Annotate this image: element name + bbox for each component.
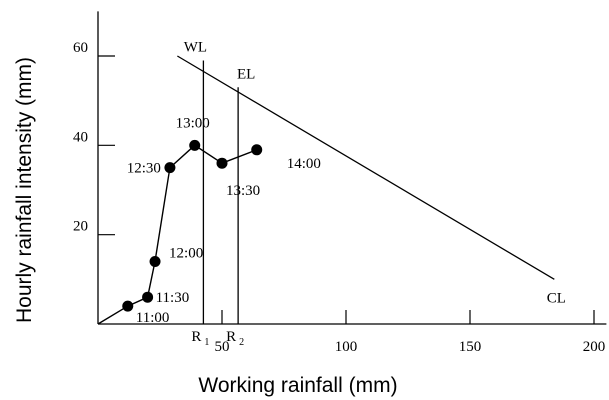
data-point <box>216 157 228 169</box>
data-point <box>142 291 154 303</box>
point-label: 11:00 <box>136 310 170 326</box>
cl-line <box>177 55 555 280</box>
point-label: 14:00 <box>287 156 321 172</box>
point-label: 13:30 <box>226 183 260 199</box>
axes: 50 100 150 200 20 40 60 Working rainfall (mm) Ho… <box>13 11 607 397</box>
r1-label: R <box>191 329 201 345</box>
wl-label: WL <box>184 39 207 55</box>
point-label: 12:00 <box>169 245 203 261</box>
point-label: 13:00 <box>176 115 210 131</box>
data-point <box>122 300 134 312</box>
labels: 11:00 11:30 12:00 12:30 13:00 13:30 14:00 <box>127 115 321 326</box>
r2-label: R <box>226 329 236 345</box>
data-series <box>97 139 263 325</box>
x-tick-label: 200 <box>583 339 606 355</box>
r1-subscript: 1 <box>204 337 209 348</box>
y-tick-label: 20 <box>73 219 88 235</box>
y-tick-label: 40 <box>73 129 88 145</box>
point-label: 12:30 <box>127 161 161 177</box>
x-tick-label: 150 <box>459 339 482 355</box>
data-point <box>149 255 161 267</box>
data-point <box>189 139 201 151</box>
y-tick-label: 60 <box>73 40 88 56</box>
cl-label: CL <box>547 290 566 306</box>
point-label: 11:30 <box>156 290 190 306</box>
x-tick-label: 100 <box>335 339 358 355</box>
x-tick-label: 50 <box>215 339 230 355</box>
el-label: EL <box>237 66 255 82</box>
data-point <box>251 144 263 156</box>
data-point <box>164 162 176 174</box>
r2-subscript: 2 <box>239 337 244 348</box>
y-axis-title: Hourly rainfall intensity (mm) <box>13 57 36 323</box>
x-axis-title: Working rainfall (mm) <box>198 374 397 397</box>
